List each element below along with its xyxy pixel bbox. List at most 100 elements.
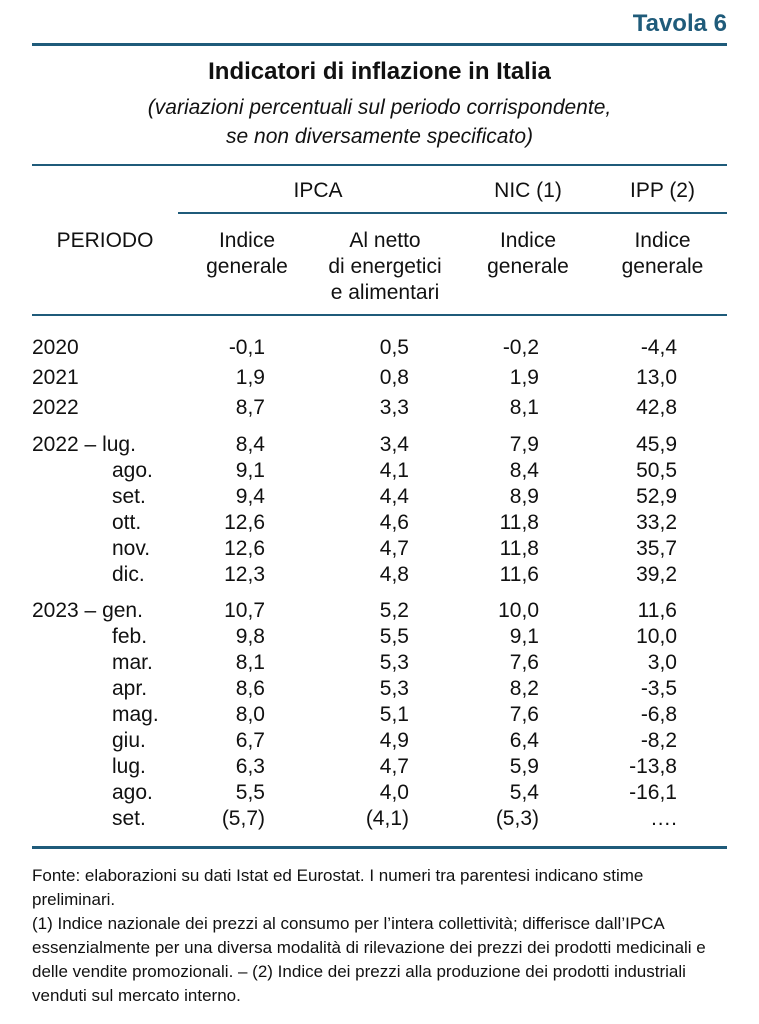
- table-row: 2023 – gen. 10,7 5,2 10,0 11,6: [32, 598, 727, 624]
- row-period: 2021: [32, 366, 79, 389]
- cell-ipca-netto: 5,3: [379, 677, 409, 700]
- cell-nic: -0,2: [502, 336, 539, 359]
- header-ipca-netto: Al netto di energetici e alimentari: [310, 228, 460, 306]
- cell-ipca-netto: 4,7: [379, 537, 409, 560]
- cell-nic: 7,6: [509, 703, 539, 726]
- cell-ipca-netto: 5,1: [379, 703, 409, 726]
- row-period: set.: [112, 807, 146, 830]
- cell-ipca-generale: 6,3: [235, 755, 265, 778]
- cell-nic: 9,1: [509, 625, 539, 648]
- header-nic: NIC (1): [494, 179, 562, 202]
- cell-ipca-netto: 3,3: [379, 396, 409, 419]
- cell-nic: 1,9: [509, 366, 539, 389]
- cell-ipca-generale: 1,9: [235, 366, 265, 389]
- cell-ipp: 42,8: [636, 396, 677, 419]
- header-bottom-rule: [32, 314, 727, 316]
- cell-ipca-netto: 5,3: [379, 651, 409, 674]
- cell-ipp: 13,0: [636, 366, 677, 389]
- cell-ipca-netto: 4,8: [379, 563, 409, 586]
- row-period: dic.: [112, 563, 145, 586]
- header-nic-generale-line-2: generale: [487, 255, 569, 278]
- cell-ipp: -3,5: [640, 677, 677, 700]
- subtitle-line-1: (variazioni percentuali sul periodo corr…: [147, 96, 612, 119]
- table-row: feb. 9,8 5,5 9,1 10,0: [32, 624, 727, 650]
- row-period: ott.: [112, 511, 142, 534]
- cell-nic: 6,4: [509, 729, 539, 752]
- cell-ipca-generale: 8,0: [235, 703, 265, 726]
- table-row: lug. 6,3 4,7 5,9 -13,8: [32, 754, 727, 780]
- row-period: 2022 – lug.: [32, 433, 136, 456]
- cell-nic: 8,9: [509, 485, 539, 508]
- cell-nic: 8,2: [509, 677, 539, 700]
- cell-nic: 7,6: [509, 651, 539, 674]
- source-note: Fonte: elaborazioni su dati Istat ed Eur…: [32, 866, 644, 909]
- cell-ipca-generale: 12,6: [224, 511, 265, 534]
- table-row: mag. 8,0 5,1 7,6 -6,8: [32, 702, 727, 728]
- header-periodo: PERIODO: [56, 229, 154, 252]
- cell-nic: 5,9: [509, 755, 539, 778]
- row-period: nov.: [112, 537, 151, 560]
- cell-nic: 8,4: [509, 459, 539, 482]
- row-period: 2023 – gen.: [32, 599, 143, 622]
- table-notes: Fonte: elaborazioni su dati Istat ed Eur…: [32, 864, 727, 1008]
- cell-ipca-generale: 9,4: [235, 485, 265, 508]
- table-row: set. (5,7) (4,1) (5,3) ….: [32, 806, 727, 832]
- cell-ipca-netto: 4,1: [379, 459, 409, 482]
- header-ipp: IPP (2): [630, 179, 695, 202]
- row-period: ago.: [112, 781, 153, 804]
- cell-ipp: 3,0: [647, 651, 677, 674]
- cell-ipca-generale: 9,1: [235, 459, 265, 482]
- header-ipp-generale-line-1: Indice: [634, 229, 691, 252]
- cell-nic: 11,8: [499, 511, 539, 534]
- cell-ipca-generale: -0,1: [228, 336, 265, 359]
- cell-ipp: 33,2: [636, 511, 677, 534]
- header-ipca-generale: Indice generale: [178, 228, 316, 280]
- cell-ipca-netto: 0,5: [379, 336, 409, 359]
- table-row: nov. 12,6 4,7 11,8 35,7: [32, 536, 727, 562]
- row-period: mag.: [112, 703, 159, 726]
- cell-ipp: 45,9: [636, 433, 677, 456]
- row-period: ago.: [112, 459, 153, 482]
- table-row: 2021 1,9 0,8 1,9 13,0: [32, 365, 727, 391]
- cell-ipp: -13,8: [629, 755, 677, 778]
- cell-ipp: 35,7: [636, 537, 677, 560]
- cell-ipca-netto: 4,7: [379, 755, 409, 778]
- cell-ipp: 52,9: [636, 485, 677, 508]
- cell-ipca-generale: 8,4: [235, 433, 265, 456]
- cell-ipca-generale: 12,6: [224, 537, 265, 560]
- subtitle-line-2: se non diversamente specificato): [226, 125, 533, 148]
- header-ipca-netto-line-3: e alimentari: [330, 281, 440, 304]
- row-period: giu.: [112, 729, 146, 752]
- row-period: set.: [112, 485, 146, 508]
- cell-ipca-netto: 5,2: [379, 599, 409, 622]
- cell-ipca-netto: 4,4: [379, 485, 409, 508]
- table-row: ago. 9,1 4,1 8,4 50,5: [32, 458, 727, 484]
- cell-ipp: 39,2: [636, 563, 677, 586]
- header-nic-generale: Indice generale: [458, 228, 598, 280]
- cell-ipca-generale: 9,8: [235, 625, 265, 648]
- cell-ipp: -4,4: [640, 336, 677, 359]
- cell-nic: 5,4: [509, 781, 539, 804]
- cell-ipca-generale: 8,6: [235, 677, 265, 700]
- table-row: apr. 8,6 5,3 8,2 -3,5: [32, 676, 727, 702]
- cell-ipca-generale: 6,7: [235, 729, 265, 752]
- cell-ipca-netto: 0,8: [379, 366, 409, 389]
- cell-ipp: 50,5: [636, 459, 677, 482]
- cell-ipca-generale: 10,7: [224, 599, 265, 622]
- table-row: dic. 12,3 4,8 11,6 39,2: [32, 562, 727, 588]
- footnotes: (1) Indice nazionale dei prezzi al consu…: [32, 914, 706, 1005]
- row-period: 2022: [32, 396, 79, 419]
- inflation-table-page: Tavola 6 Indicatori di inflazione in Ita…: [32, 0, 727, 1024]
- cell-ipca-netto: (4,1): [365, 807, 409, 830]
- cell-ipca-generale: 8,1: [235, 651, 265, 674]
- cell-nic: 10,0: [498, 599, 539, 622]
- cell-ipp: ….: [650, 807, 677, 830]
- cell-ipca-generale: (5,7): [221, 807, 265, 830]
- table-bottom-rule: [32, 846, 727, 849]
- header-ipca-netto-line-1: Al netto: [349, 229, 421, 252]
- cell-ipca-netto: 5,5: [379, 625, 409, 648]
- cell-nic: (5,3): [495, 807, 539, 830]
- page-title: Indicatori di inflazione in Italia: [208, 58, 551, 85]
- cell-ipp: -8,2: [640, 729, 677, 752]
- cell-ipca-generale: 5,5: [235, 781, 265, 804]
